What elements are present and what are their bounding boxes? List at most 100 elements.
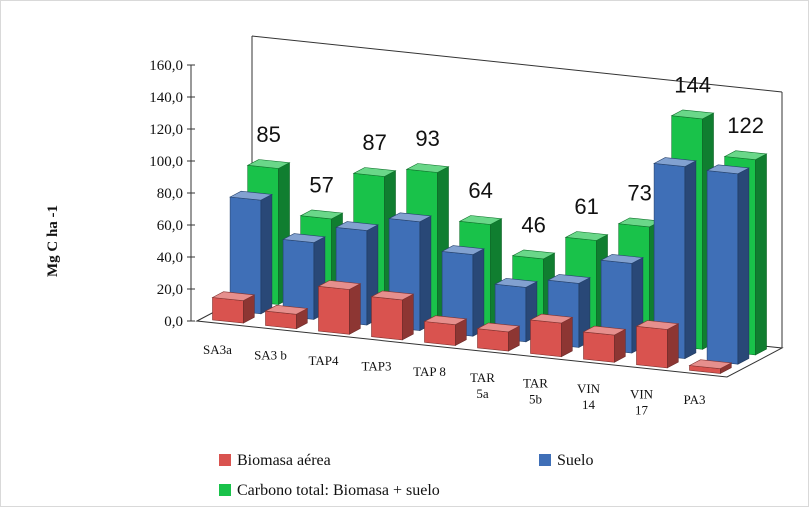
bar-side (684, 160, 697, 360)
bar (635, 320, 680, 369)
bar-top (264, 304, 309, 315)
bar (317, 280, 362, 335)
bar-top (688, 359, 733, 370)
bar-top (653, 157, 697, 167)
data-label: 144 (674, 72, 711, 97)
x-tick-label: VIN 17 (630, 387, 654, 418)
bar (282, 233, 326, 320)
x-tick-label: PA3 (684, 392, 706, 407)
data-label: 73 (627, 180, 651, 205)
bar-front (530, 319, 562, 358)
bar-top (706, 164, 750, 175)
bar (370, 290, 415, 341)
bar-top (494, 278, 538, 288)
bar-top (441, 245, 485, 255)
data-label: 87 (362, 130, 386, 155)
bar-front (424, 321, 456, 346)
bar (423, 315, 468, 346)
bar-top (582, 325, 627, 336)
data-label: 57 (309, 172, 333, 197)
bar-top (723, 150, 768, 161)
bar-top (635, 320, 680, 330)
x-tick-label: SA3 b (254, 347, 287, 362)
legend-item: Suelo (539, 452, 593, 469)
back-wall-top-edge (251, 35, 783, 93)
legend-swatch (539, 454, 551, 466)
y-tick-label: 60,0 (157, 218, 183, 234)
bar-top (388, 212, 432, 223)
bar (706, 164, 750, 365)
bar-front (477, 328, 509, 352)
data-labels: 85 57 87 93 64 46 61 73 144 122 (256, 72, 764, 237)
legend: Biomasa aérea Suelo Carbono total: Biomasa… (219, 452, 593, 499)
bar-top (211, 291, 256, 302)
bar-top (423, 315, 468, 326)
y-axis-ticks: 0,0 20,0 40,0 60,0 80,0 100,0 120,0 140,0 160,0 (149, 58, 195, 330)
bar-side (666, 323, 679, 369)
bar-front (706, 170, 739, 365)
x-tick-label: SA3a (203, 342, 232, 357)
y-tick-label: 160,0 (149, 58, 183, 74)
bar-side (560, 316, 573, 358)
bar-top (370, 290, 415, 301)
x-tick-label: TAP4 (308, 353, 339, 368)
data-label: 61 (574, 194, 598, 219)
bars (211, 109, 768, 374)
bar (476, 322, 521, 352)
bar-side (737, 167, 750, 365)
legend-item: Biomasa aérea (219, 452, 331, 469)
bar-front (318, 285, 350, 335)
x-tick-label: TAR 5a (470, 370, 495, 401)
legend-label: Suelo (557, 452, 593, 469)
data-label: 46 (521, 212, 545, 237)
bar-top (282, 233, 326, 243)
x-tick-label: TAR 5b (523, 375, 548, 406)
bar (264, 304, 309, 330)
bar-front (371, 296, 403, 341)
bar-side (401, 293, 414, 341)
data-label: 93 (415, 126, 439, 151)
bar-front (636, 325, 668, 369)
bar-top (511, 249, 556, 260)
bar (653, 157, 697, 360)
y-tick-label: 40,0 (157, 250, 183, 266)
legend-label: Carbono total: Biomasa + suelo (237, 482, 440, 499)
y-tick-label: 80,0 (157, 186, 183, 202)
bar (529, 313, 574, 358)
x-tick-label: TAP 8 (413, 364, 446, 379)
y-tick-label: 140,0 (149, 90, 183, 106)
y-axis-label: Mg C ha -1 (45, 205, 61, 277)
x-axis-labels: SA3a SA3 b TAP4 TAP3 TAP 8 TAR 5a TAR 5b VIN 14 VIN… (203, 342, 705, 418)
bar-top (299, 209, 344, 220)
bar (229, 190, 273, 315)
y-tick-label: 20,0 (157, 282, 183, 298)
bar-top (335, 221, 379, 231)
legend-item: Carbono total: Biomasa + suelo (219, 482, 440, 499)
legend-label: Biomasa aérea (237, 452, 331, 469)
bar-top (529, 313, 574, 324)
bar-top (458, 215, 503, 225)
bar-top (547, 274, 591, 284)
bar-top (670, 109, 715, 120)
bar-top (317, 280, 362, 290)
bar-top (600, 254, 644, 264)
legend-swatch (219, 454, 231, 466)
bar-side (348, 283, 361, 335)
bar (211, 291, 256, 324)
bar-top (476, 322, 521, 333)
bar-top (352, 167, 397, 177)
legend-swatch (219, 484, 231, 496)
x-tick-label: VIN 14 (577, 381, 601, 412)
bar-side (472, 248, 485, 337)
bar-top (246, 159, 291, 169)
bar-front (212, 297, 244, 324)
data-label: 122 (727, 113, 764, 138)
bar (582, 325, 627, 363)
data-label: 85 (256, 122, 280, 147)
x-tick-label: TAP3 (361, 359, 391, 374)
bar-side (260, 193, 273, 315)
bar-top (564, 231, 609, 241)
bar (688, 359, 733, 374)
